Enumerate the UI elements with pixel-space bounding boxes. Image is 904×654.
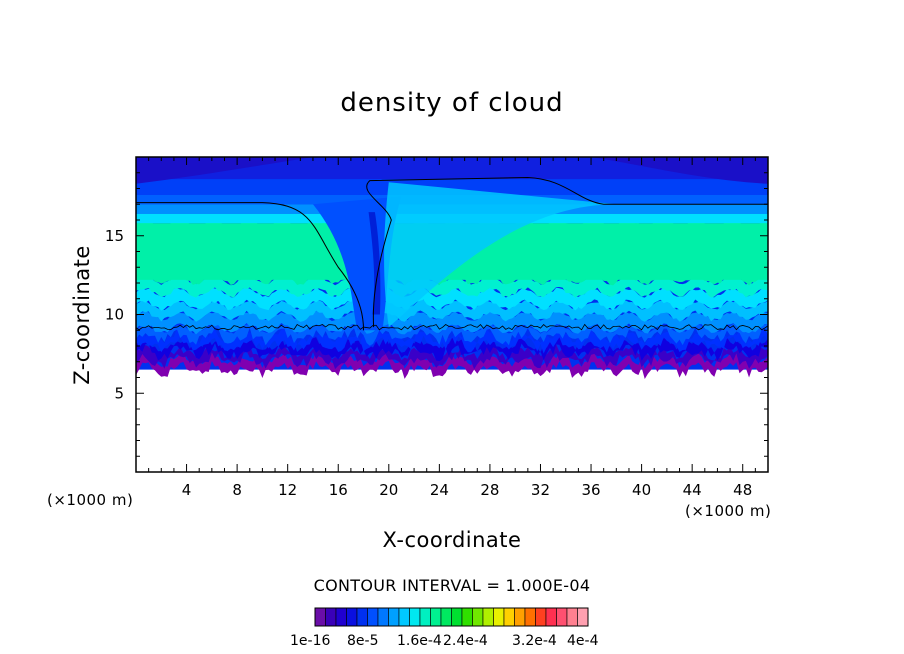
colorbar-swatch bbox=[419, 607, 431, 627]
cloud-band bbox=[136, 323, 768, 346]
y-axis-unit: (×1000 m) bbox=[47, 491, 134, 509]
colorbar-swatch bbox=[430, 607, 442, 627]
y-tick-label: 10 bbox=[105, 306, 124, 324]
colorbar-swatch bbox=[346, 607, 358, 627]
cloud-upper-band bbox=[136, 179, 768, 195]
colorbar-swatch bbox=[356, 607, 368, 627]
colorbar-label: 1.6e-4 bbox=[397, 633, 442, 649]
x-tick-label: 36 bbox=[581, 481, 600, 499]
colorbar-swatch bbox=[440, 607, 452, 627]
x-axis-label: X-coordinate bbox=[382, 528, 522, 552]
colorbar-swatch bbox=[325, 607, 337, 627]
cloud-band bbox=[136, 287, 768, 311]
colorbar-label: 8e-5 bbox=[347, 633, 379, 649]
colorbar-swatch bbox=[493, 607, 505, 627]
colorbar-swatch bbox=[451, 607, 463, 627]
x-tick-label: 4 bbox=[182, 481, 192, 499]
colorbar-swatch bbox=[409, 607, 421, 627]
colorbar-swatch bbox=[388, 607, 400, 627]
colorbar-swatch bbox=[377, 607, 389, 627]
top-right-dark bbox=[591, 157, 768, 184]
x-tick-label: 8 bbox=[232, 481, 242, 499]
cloud-density-field bbox=[136, 157, 768, 379]
colorbar-swatch bbox=[514, 607, 526, 627]
x-tick-label: 20 bbox=[379, 481, 398, 499]
colorbar-swatch bbox=[545, 607, 557, 627]
colorbar-swatch bbox=[461, 607, 473, 627]
contour-right bbox=[366, 176, 768, 328]
cloud-band bbox=[136, 311, 768, 335]
x-tick-label: 32 bbox=[531, 481, 550, 499]
x-axis-unit: (×1000 m) bbox=[685, 502, 772, 520]
updraft-core bbox=[368, 212, 381, 315]
y-tick-label: 5 bbox=[114, 384, 124, 402]
cloud-band bbox=[136, 344, 768, 370]
colorbar-swatch bbox=[472, 607, 484, 627]
cloud-band bbox=[136, 299, 768, 322]
x-axis: 4 8 12 16 20 24 28 32 36 40 44 48 bbox=[148, 157, 756, 499]
colorbar-label: 3.2e-4 bbox=[512, 633, 557, 649]
cloud-upper-band bbox=[136, 157, 768, 180]
colorbar-swatch bbox=[566, 607, 578, 627]
top-left-dark bbox=[136, 157, 313, 184]
colorbar-frame bbox=[314, 607, 589, 627]
colorbar-label: 1e-16 bbox=[290, 633, 331, 649]
x-tick-label: 40 bbox=[632, 481, 651, 499]
colorbar-swatch bbox=[577, 607, 589, 627]
contour-left bbox=[136, 202, 365, 331]
contour-interval-text: CONTOUR INTERVAL = 1.000E-04 bbox=[313, 576, 591, 595]
colorbar-swatch bbox=[524, 607, 536, 627]
colorbar-label: 2.4e-4 bbox=[443, 633, 488, 649]
y-tick-label: 15 bbox=[105, 227, 124, 245]
cloud-band bbox=[136, 352, 768, 379]
contour-base bbox=[136, 323, 768, 331]
colorbar-swatch bbox=[535, 607, 547, 627]
colorbar-swatch bbox=[503, 607, 515, 627]
colorbar bbox=[314, 607, 589, 627]
y-axis: 5 10 15 bbox=[105, 172, 768, 457]
contour-lines bbox=[136, 176, 768, 331]
colorbar-swatch bbox=[556, 607, 568, 627]
chart-title: density of cloud bbox=[340, 88, 564, 118]
colorbar-label: 4e-4 bbox=[567, 633, 599, 649]
x-tick-label: 48 bbox=[733, 481, 752, 499]
colorbar-swatch bbox=[335, 607, 347, 627]
cloud-band bbox=[136, 335, 768, 362]
colorbar-swatch bbox=[482, 607, 494, 627]
x-tick-label: 28 bbox=[480, 481, 499, 499]
y-axis-label: Z-coordinate bbox=[70, 245, 94, 385]
x-tick-label: 12 bbox=[278, 481, 297, 499]
colorbar-swatch bbox=[367, 607, 379, 627]
x-tick-label: 44 bbox=[683, 481, 702, 499]
colorbar-swatch bbox=[314, 607, 326, 627]
x-tick-label: 24 bbox=[430, 481, 449, 499]
plume-light bbox=[384, 182, 617, 328]
colorbar-swatch bbox=[398, 607, 410, 627]
x-tick-label: 16 bbox=[329, 481, 348, 499]
